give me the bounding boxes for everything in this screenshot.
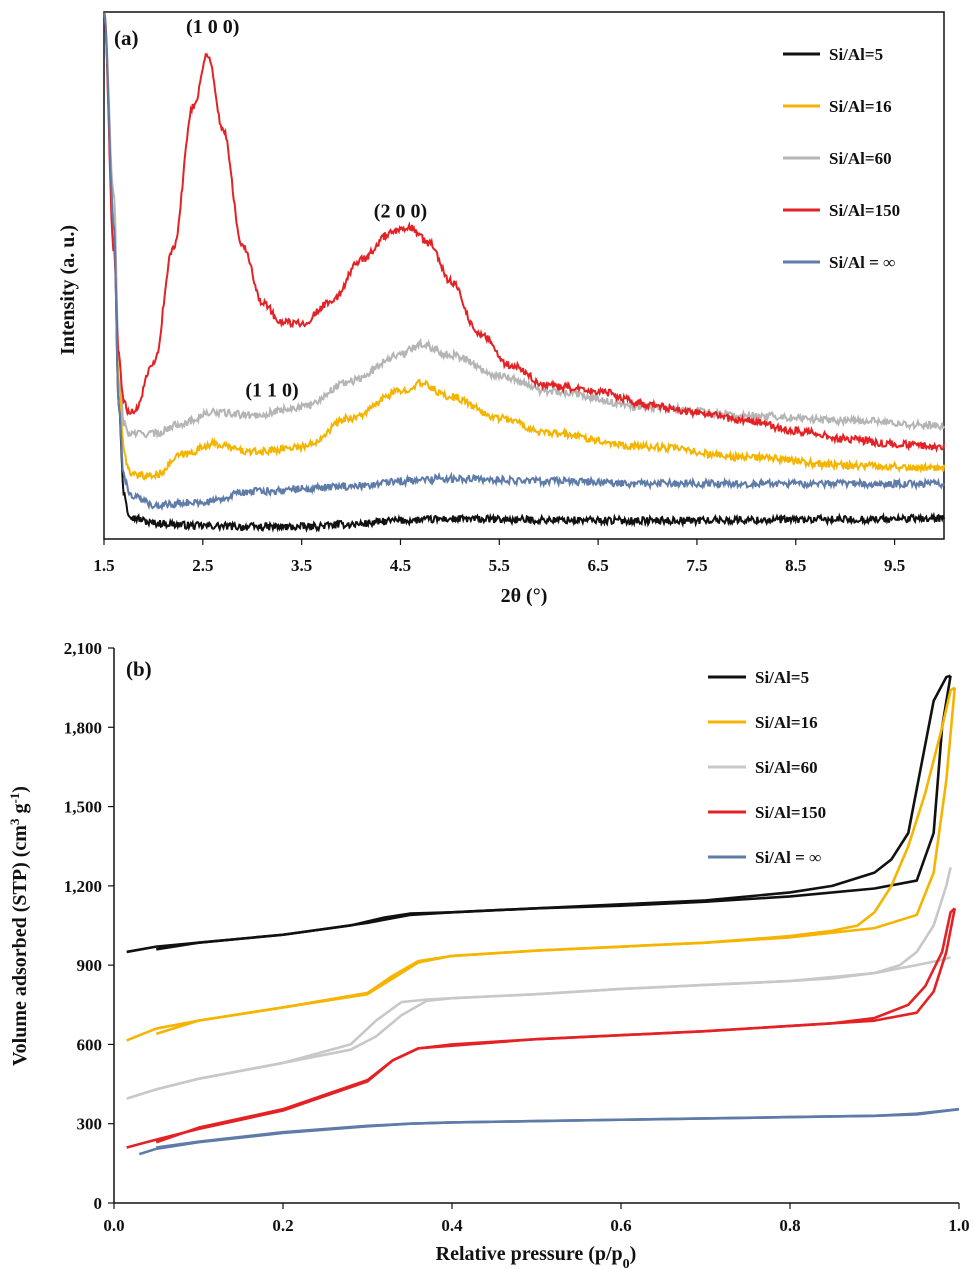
panel-a-x-ticks: 1.5 2.5 3.5 4.5 5.5 6.5 7.5 8.5 9.5 xyxy=(93,539,905,575)
desorption-branch xyxy=(156,1107,960,1149)
series-line xyxy=(103,12,945,440)
panel-a-y-axis-title: Intensity (a. u.) xyxy=(57,225,79,355)
panel-b-label: (b) xyxy=(126,657,152,681)
adsorption-branch xyxy=(126,687,957,1042)
x-tick-label: 0.2 xyxy=(272,1216,293,1235)
peak-label: (1 0 0) xyxy=(186,16,239,38)
y-tick-label: 600 xyxy=(77,1035,103,1054)
adsorption-branch xyxy=(126,908,957,1149)
y-tick-label: 300 xyxy=(77,1115,103,1134)
x-tick-label: 0.6 xyxy=(610,1216,631,1235)
series-line xyxy=(103,12,945,482)
x-tick-label: 1.0 xyxy=(948,1216,969,1235)
panel-b-series xyxy=(126,674,960,1156)
legend-label: Si/Al=150 xyxy=(829,201,900,220)
panel-b-x-ticks: 0.0 0.2 0.4 0.6 0.8 1.0 xyxy=(103,1203,970,1235)
y-tick-label: 0 xyxy=(94,1194,103,1213)
peak-label: (2 0 0) xyxy=(374,201,427,223)
legend-label: Si/Al=150 xyxy=(755,803,826,822)
desorption-branch xyxy=(155,907,956,1144)
legend-label: Si/Al=16 xyxy=(829,97,892,116)
x-tick-label: 7.5 xyxy=(686,556,707,575)
legend-label: Si/Al=16 xyxy=(755,713,818,732)
y-tick-label: 1,800 xyxy=(64,718,102,737)
desorption-branch xyxy=(156,674,951,951)
panel-a: 1.5 2.5 3.5 4.5 5.5 6.5 7.5 8.5 9.5 (a) 2θ (°) I… xyxy=(57,11,945,607)
x-tick-label: 1.5 xyxy=(93,556,114,575)
legend-label: Si/Al=60 xyxy=(755,758,818,777)
series-line xyxy=(103,13,945,533)
panel-b-y-ticks: 0 300 600 900 1,200 1,500 1,800 2,100 xyxy=(64,639,114,1213)
x-tick-label: 4.5 xyxy=(390,556,411,575)
peak-label: (1 1 0) xyxy=(245,380,298,402)
series-line xyxy=(103,13,945,453)
legend-label: Si/Al=5 xyxy=(755,668,809,687)
y-tick-label: 900 xyxy=(77,956,103,975)
panel-b-legend: Si/Al=5 Si/Al=16 Si/Al=60 Si/Al=150 Si/Al = … xyxy=(708,668,826,867)
legend-label: Si/Al=5 xyxy=(829,45,883,64)
x-tick-label: 9.5 xyxy=(884,556,905,575)
y-tick-label: 1,200 xyxy=(64,877,102,896)
panel-a-label: (a) xyxy=(114,26,139,50)
panel-b: 0.0 0.2 0.4 0.6 0.8 1.0 0 300 600 900 1,200 1,500 1… xyxy=(7,639,970,1269)
x-tick-label: 3.5 xyxy=(291,556,312,575)
x-tick-label: 5.5 xyxy=(489,556,510,575)
series-line xyxy=(103,13,945,512)
legend-label: Si/Al = ∞ xyxy=(829,253,895,272)
panel-a-peak-labels: (1 0 0) (2 0 0) (1 1 0) xyxy=(186,16,427,402)
desorption-branch xyxy=(155,686,956,1036)
x-tick-label: 0.0 xyxy=(103,1216,124,1235)
legend-label: Si/Al = ∞ xyxy=(755,848,821,867)
panel-a-legend: Si/Al=5 Si/Al=16 Si/Al=60 Si/Al=150 Si/Al = … xyxy=(783,45,900,272)
y-tick-label: 2,100 xyxy=(64,639,102,658)
x-tick-label: 0.8 xyxy=(779,1216,800,1235)
panel-a-x-axis-title: 2θ (°) xyxy=(501,585,548,607)
x-tick-label: 2.5 xyxy=(192,556,213,575)
x-tick-label: 0.4 xyxy=(441,1216,463,1235)
panel-a-plot-area xyxy=(103,11,945,540)
panel-a-series xyxy=(103,12,945,533)
x-tick-label: 8.5 xyxy=(785,556,806,575)
legend-label: Si/Al=60 xyxy=(829,149,892,168)
y-tick-label: 1,500 xyxy=(64,798,102,817)
panel-b-x-axis-title: Relative pressure (p/p0) xyxy=(436,1243,637,1269)
adsorption-branch xyxy=(126,675,952,954)
panel-b-y-axis-title: Volume adsorbed (STP) (cm3 g-1) xyxy=(7,786,32,1066)
desorption-branch xyxy=(155,867,952,1091)
x-tick-label: 6.5 xyxy=(587,556,608,575)
